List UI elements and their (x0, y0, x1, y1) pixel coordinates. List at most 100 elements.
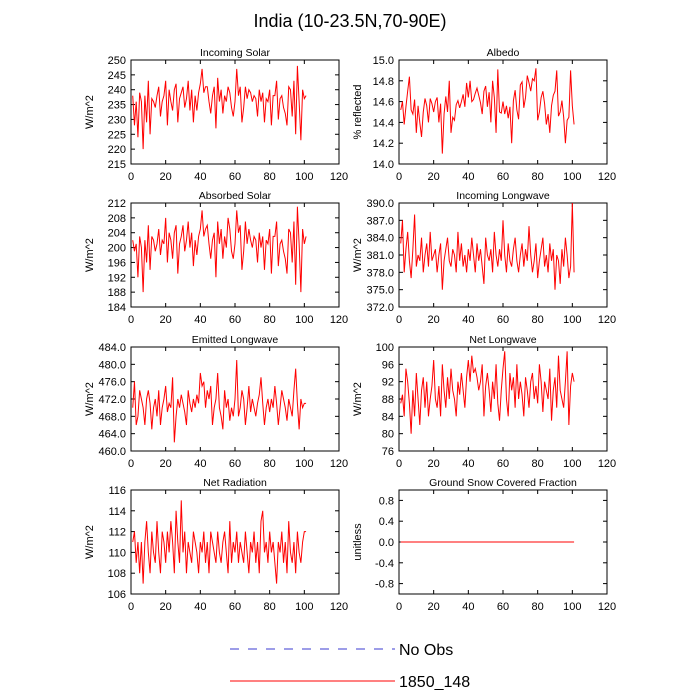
x-tick-label: 60 (497, 601, 509, 613)
panel-title: Incoming Longwave (456, 190, 550, 202)
y-tick-label: 476.0 (98, 377, 126, 389)
y-tick-label: 92 (382, 377, 394, 389)
x-tick-label: 120 (330, 171, 348, 183)
y-tick-label: 472.0 (98, 394, 126, 406)
y-tick-label: 208 (108, 213, 126, 225)
x-tick-label: 0 (396, 314, 402, 326)
y-tick-label: 250 (108, 55, 126, 67)
x-tick-label: 80 (532, 171, 544, 183)
y-tick-label: 116 (108, 485, 126, 497)
y-tick-label: 215 (108, 159, 126, 171)
x-tick-label: 80 (264, 601, 276, 613)
legend-no-obs-label: No Obs (399, 642, 453, 659)
y-tick-label: -0.8 (375, 579, 394, 591)
x-tick-label: 60 (497, 314, 509, 326)
x-tick-label: 0 (396, 601, 402, 613)
x-tick-label: 60 (229, 601, 241, 613)
x-tick-label: 40 (462, 458, 474, 470)
x-tick-label: 120 (330, 458, 348, 470)
x-tick-label: 40 (194, 171, 206, 183)
x-tick-label: 0 (128, 314, 134, 326)
y-tick-label: 0.0 (379, 537, 394, 549)
y-tick-label: 80 (382, 429, 394, 441)
x-tick-label: 20 (428, 314, 440, 326)
x-tick-label: 120 (598, 171, 616, 183)
plot-frame (398, 202, 608, 308)
figure-title: India (10-23.5N,70-90E) (253, 11, 446, 31)
series-line-1850_148 (400, 68, 575, 154)
y-tick-label: 184 (108, 302, 126, 314)
panel-title: Absorbed Solar (199, 190, 272, 202)
panel-title: Net Longwave (469, 334, 536, 346)
y-tick-label: 468.0 (98, 411, 126, 423)
x-tick-label: 100 (563, 171, 581, 183)
y-tick-label: 0.4 (379, 516, 394, 528)
y-tick-label: 204 (108, 228, 126, 240)
x-tick-label: 0 (396, 171, 402, 183)
panel-5: Emitted Longwave 0 20 40 60 80 100 120 460.0 464.… (84, 334, 348, 470)
y-axis-label: % reflected (352, 84, 364, 139)
panel-title: Albedo (487, 47, 520, 59)
x-tick-label: 0 (128, 601, 134, 613)
x-tick-label: 40 (194, 314, 206, 326)
y-tick-label: 390.0 (366, 198, 394, 210)
y-tick-label: 192 (108, 272, 126, 284)
x-tick-label: 40 (462, 171, 474, 183)
y-axis-label: W/m^2 (84, 238, 96, 272)
y-tick-label: 381.0 (366, 250, 394, 262)
panel-6: Net Longwave 0 20 40 60 80 100 120 76 80 84 88 92 96 1… (352, 334, 616, 470)
x-tick-label: 80 (264, 171, 276, 183)
x-tick-label: 80 (532, 601, 544, 613)
series-line-1850_148 (132, 206, 307, 293)
y-tick-label: 245 (108, 70, 126, 82)
y-tick-label: 240 (108, 85, 126, 97)
panel-8: Ground Snow Covered Fraction 0 20 40 60 80 100… (352, 477, 616, 613)
x-tick-label: 20 (160, 171, 172, 183)
y-tick-label: 225 (108, 129, 126, 141)
x-tick-label: 80 (532, 314, 544, 326)
panel-title: Ground Snow Covered Fraction (429, 477, 577, 489)
y-axis-label: W/m^2 (84, 382, 96, 416)
panel-4: Incoming Longwave 0 20 40 60 80 100 120 372.0 375… (352, 190, 616, 326)
series-line-1850_148 (400, 202, 575, 290)
x-tick-label: 40 (462, 314, 474, 326)
panel-title: Incoming Solar (200, 47, 271, 59)
y-tick-label: 188 (108, 287, 126, 299)
x-tick-label: 40 (462, 601, 474, 613)
x-tick-label: 100 (295, 314, 313, 326)
y-tick-label: 212 (108, 198, 126, 210)
x-tick-label: 20 (160, 458, 172, 470)
x-tick-label: 100 (563, 458, 581, 470)
x-tick-label: 0 (396, 458, 402, 470)
x-tick-label: 40 (194, 601, 206, 613)
y-axis-label: W/m^2 (84, 95, 96, 129)
y-tick-label: 14.2 (373, 138, 394, 150)
y-tick-label: 387.0 (366, 215, 394, 227)
plot-frame (398, 59, 608, 165)
x-tick-label: 0 (128, 458, 134, 470)
series-line-1850_148 (132, 65, 307, 150)
series-line-1850_148 (400, 351, 575, 434)
y-tick-label: 112 (108, 527, 126, 539)
panel-3: Absorbed Solar 0 20 40 60 80 100 120 184 188 192 19… (84, 190, 348, 326)
y-tick-label: 84 (382, 411, 394, 423)
x-tick-label: 120 (330, 314, 348, 326)
y-tick-label: 484.0 (98, 342, 126, 354)
x-tick-label: 120 (598, 458, 616, 470)
y-axis-label: W/m^2 (352, 382, 364, 416)
y-tick-label: 0.8 (379, 495, 394, 507)
x-tick-label: 80 (264, 314, 276, 326)
x-tick-label: 40 (194, 458, 206, 470)
legend: No Obs 1850_148 (230, 642, 470, 691)
x-tick-label: 60 (229, 171, 241, 183)
x-tick-label: 100 (563, 314, 581, 326)
panel-title: Emitted Longwave (192, 334, 279, 346)
x-tick-label: 100 (295, 171, 313, 183)
x-tick-label: 0 (128, 171, 134, 183)
x-tick-label: 20 (160, 601, 172, 613)
x-tick-label: 80 (264, 458, 276, 470)
y-tick-label: 14.6 (373, 97, 394, 109)
y-tick-label: 14.8 (373, 76, 394, 88)
x-tick-label: 60 (229, 314, 241, 326)
